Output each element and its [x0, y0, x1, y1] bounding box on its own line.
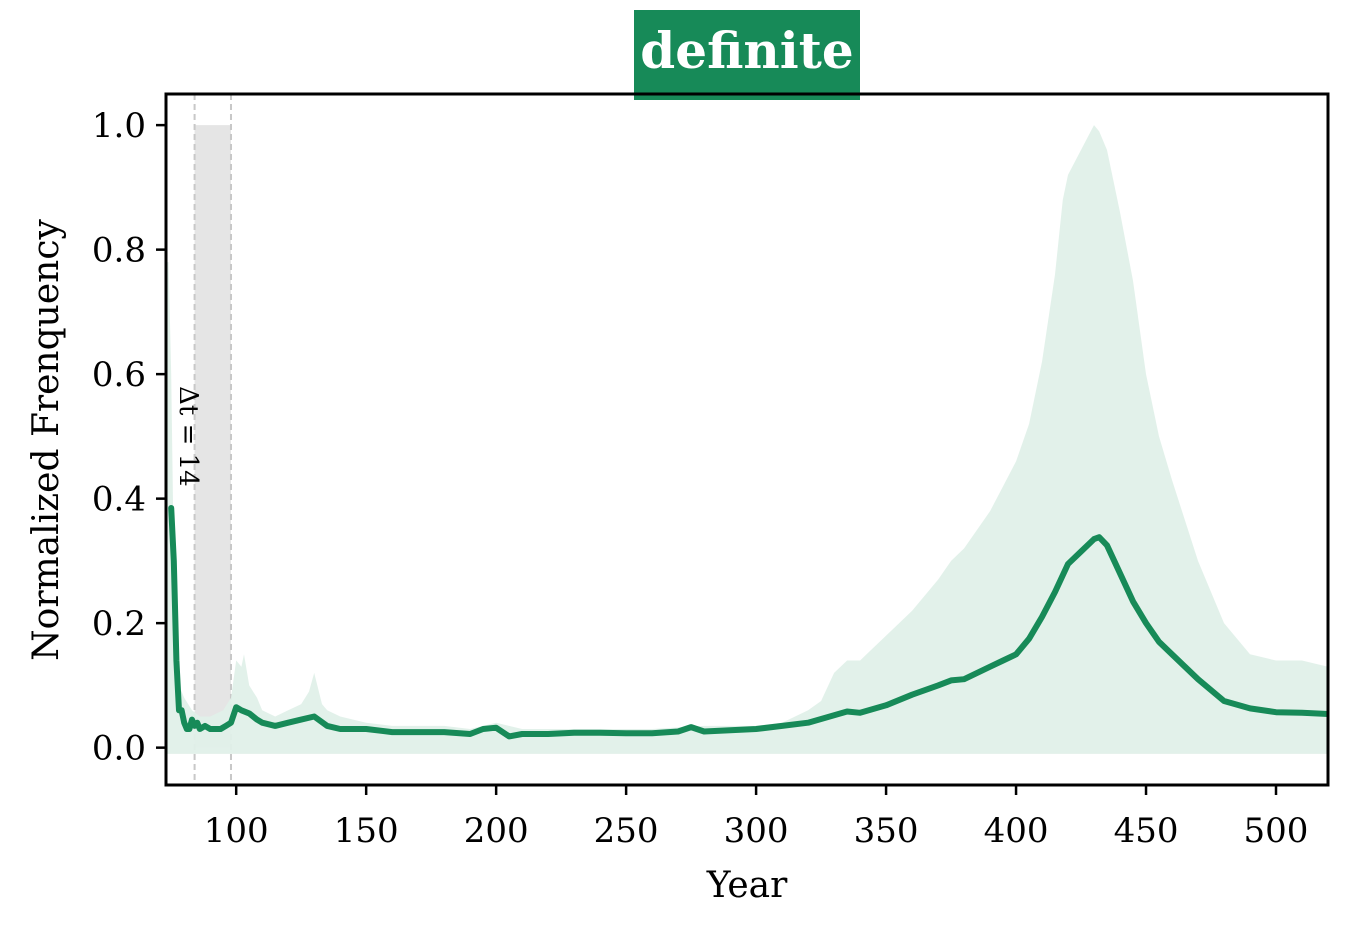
x-tick-label: 300 [724, 811, 789, 851]
mean-line [168, 505, 1328, 740]
y-tick-label: 0.8 [92, 231, 146, 271]
highlight-region [194, 125, 231, 748]
x-tick-label: 450 [1114, 811, 1179, 851]
title-background [634, 10, 860, 100]
x-tick-label: 350 [854, 811, 919, 851]
confidence-band [166, 125, 1328, 754]
y-axis-ticks: 0.0 0.2 0.4 0.6 0.8 1.0 [92, 106, 166, 769]
x-tick-label: 250 [594, 811, 659, 851]
axes-frame [164, 92, 1330, 787]
y-tick-label: 0.4 [92, 480, 146, 520]
x-tick-label: 200 [464, 811, 529, 851]
highlight-annotation: Δt = 14 [173, 386, 203, 487]
y-tick-label: 1.0 [92, 106, 146, 146]
x-tick-label: 150 [334, 811, 399, 851]
y-tick-label: 0.0 [92, 729, 146, 769]
y-tick-label: 0.2 [92, 604, 146, 644]
x-axis-label: Year [706, 865, 788, 906]
x-tick-label: 500 [1244, 811, 1309, 851]
chart-title: definite [640, 21, 853, 80]
x-tick-label: 100 [204, 811, 269, 851]
x-tick-label: 400 [984, 811, 1049, 851]
x-axis-ticks: 100 150 200 250 300 350 400 450 500 [204, 785, 1309, 851]
y-tick-label: 0.6 [92, 355, 146, 395]
plot-area [166, 94, 1328, 785]
y-axis-label: Normalized Frenquency [26, 219, 67, 661]
